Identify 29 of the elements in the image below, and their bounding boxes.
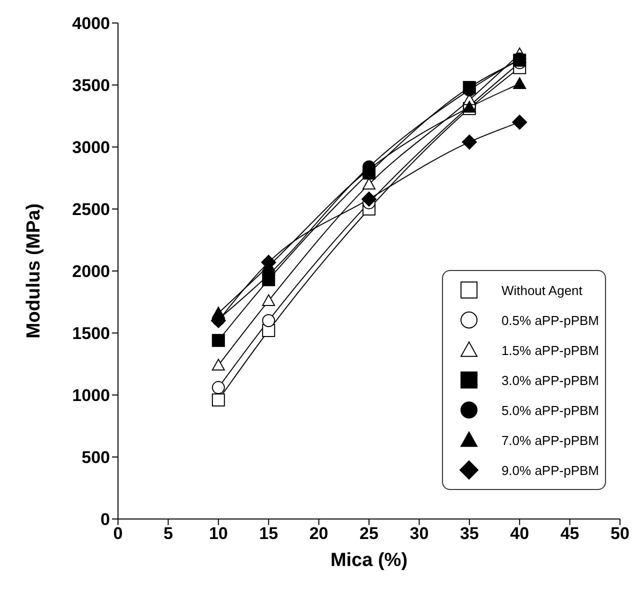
legend-label: 0.5% aPP-pPBM [501, 312, 599, 328]
y-tick-label: 4000 [72, 14, 110, 34]
y-tick-label: 3500 [72, 76, 110, 96]
y-tick-label: 3000 [72, 138, 110, 158]
legend-label: 9.0% aPP-pPBM [501, 462, 599, 478]
y-tick-label: 2000 [72, 262, 110, 282]
x-tick-label: 20 [309, 524, 328, 544]
legend-label: 7.0% aPP-pPBM [501, 432, 599, 448]
x-tick-label: 30 [410, 524, 429, 544]
x-tick-label: 15 [259, 524, 278, 544]
x-tick-label: 25 [360, 524, 378, 544]
y-tick-label: 1500 [72, 324, 110, 344]
legend-label: 3.0% aPP-pPBM [501, 372, 599, 388]
y-axis-title: Modulus (MPa) [24, 203, 45, 339]
x-tick-label: 0 [113, 524, 123, 544]
legend-label: Without Agent [501, 282, 582, 298]
y-tick-label: 500 [82, 448, 110, 468]
x-tick-label: 10 [208, 524, 228, 544]
y-tick-label: 0 [100, 510, 110, 530]
y-tick-label: 2500 [72, 200, 110, 220]
legend-label: 1.5% aPP-pPBM [501, 342, 599, 358]
x-tick-label: 40 [510, 524, 530, 544]
x-tick-label: 5 [163, 524, 173, 544]
y-tick-label: 1000 [72, 386, 110, 406]
x-tick-label: 50 [610, 524, 630, 544]
legend-label: 5.0% aPP-pPBM [501, 402, 599, 418]
x-tick-label: 45 [560, 524, 580, 544]
x-axis-title: Mica (%) [330, 550, 408, 571]
x-tick-label: 35 [460, 524, 479, 544]
